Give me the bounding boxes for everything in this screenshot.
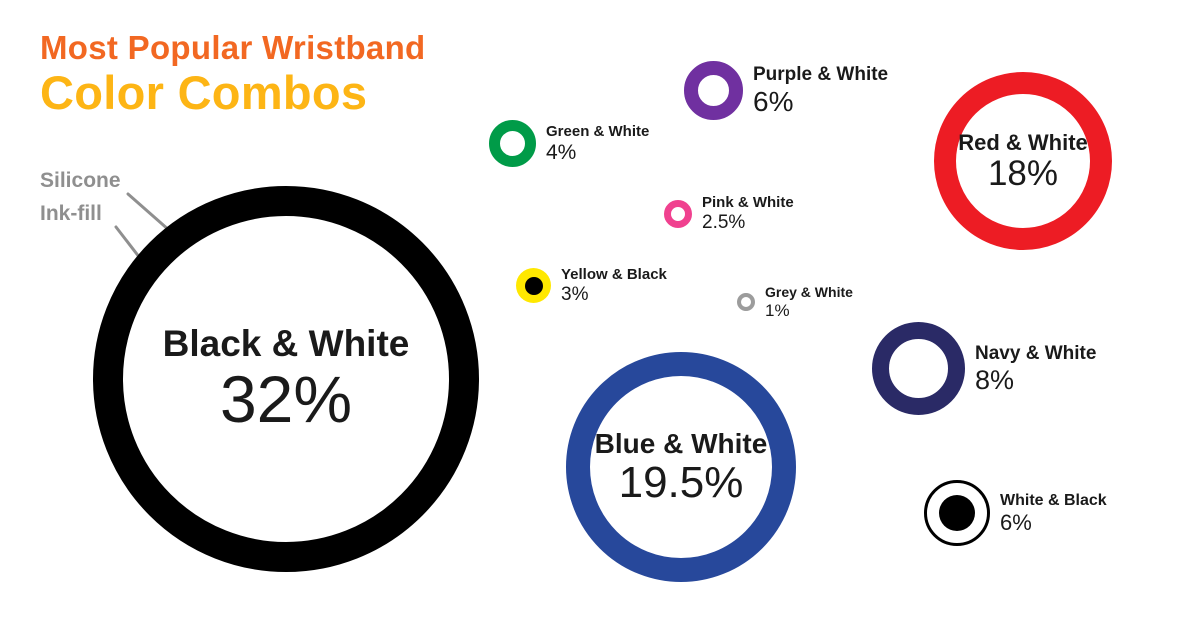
white-black-label-group: White & Black 6%: [1000, 491, 1107, 535]
combo-grey-white: Grey & White 1%: [737, 284, 853, 320]
white-black-ring: [924, 480, 990, 546]
yellow-black-center-dot: [524, 276, 543, 295]
white-black-center-dot: [939, 495, 975, 531]
combo-black-white: Black & White 32%: [93, 186, 479, 572]
pink-white-label-group: Pink & White 2.5%: [702, 194, 794, 234]
combo-value: 19.5%: [618, 457, 744, 507]
silicone-label: Silicone: [40, 169, 121, 192]
blue-white-label-group: Blue & White 19.5%: [566, 352, 796, 582]
combo-label: Yellow & Black: [561, 266, 667, 283]
combo-yellow-black: Yellow & Black 3%: [516, 266, 667, 306]
combo-value: 18%: [987, 153, 1059, 193]
combo-value: 3%: [561, 283, 589, 305]
title-line1: Most Popular Wristband: [40, 29, 426, 66]
combo-navy-white: Navy & White 8%: [872, 322, 1096, 415]
combo-red-white: Red & White 18%: [934, 72, 1112, 250]
navy-white-ring: [872, 322, 965, 415]
combo-value: 8%: [975, 364, 1015, 395]
combo-label: Blue & White: [594, 427, 768, 459]
combo-label: Grey & White: [765, 284, 853, 300]
yellow-black-label-group: Yellow & Black 3%: [561, 266, 667, 306]
inkfill-label: Ink-fill: [40, 202, 102, 225]
combo-label: Red & White: [958, 129, 1088, 155]
combo-label: Purple & White: [753, 64, 889, 86]
purple-white-ring: [684, 61, 743, 120]
navy-white-label-group: Navy & White 8%: [975, 342, 1096, 395]
page-title: Most Popular Wristband Color Combos: [40, 29, 426, 120]
combo-label: Green & White: [546, 122, 650, 140]
combo-label: Navy & White: [975, 342, 1097, 364]
green-white-ring: [489, 120, 536, 167]
combo-label: White & Black: [1000, 491, 1107, 509]
green-white-label-group: Green & White 4%: [546, 123, 649, 165]
combo-value: 6%: [1000, 509, 1032, 535]
combo-white-black: White & Black 6%: [924, 480, 1107, 546]
combo-value: 6%: [753, 85, 794, 117]
combo-blue-white: Blue & White 19.5%: [566, 352, 796, 582]
combo-purple-white: Purple & White 6%: [684, 61, 888, 120]
combo-green-white: Green & White 4%: [489, 120, 649, 167]
pink-white-ring: [664, 199, 692, 228]
combo-value: 1%: [765, 300, 790, 320]
combo-value: 4%: [546, 141, 577, 165]
grey-white-label-group: Grey & White 1%: [765, 284, 853, 320]
yellow-black-ring: [516, 268, 551, 304]
title-line2: Color Combos: [40, 65, 368, 119]
combo-value: 32%: [219, 362, 353, 437]
grey-white-ring: [737, 293, 755, 312]
combo-value: 2.5%: [702, 211, 746, 233]
combo-label: Pink & White: [702, 194, 794, 211]
combo-pink-white: Pink & White 2.5%: [664, 194, 794, 234]
purple-white-label-group: Purple & White 6%: [753, 63, 888, 118]
red-white-label-group: Red & White 18%: [934, 72, 1112, 250]
black-white-label-group: Black & White 32%: [93, 186, 479, 572]
combo-label: Black & White: [162, 323, 410, 365]
